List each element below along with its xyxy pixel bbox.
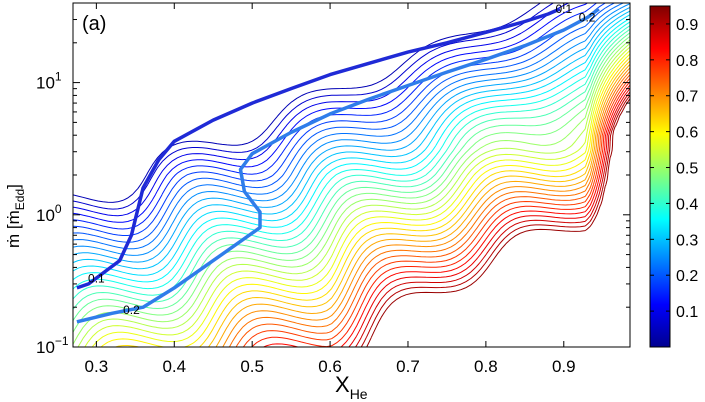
colorbar-tick-label: 0.2 [676,268,698,285]
x-axis-ticks: 0.3 0.4 0.5 0.6 0.7 0.8 0.9 [85,3,576,376]
contour-level-0.475 [73,36,630,333]
contour-label: 0.1 [88,271,105,285]
contour-0.2 [76,7,600,324]
x-tick-label: 0.8 [474,357,498,376]
contour-lines [73,3,630,347]
contour-level-0.775 [242,77,630,347]
colorbar-tick-label: 0.3 [676,232,698,249]
x-tick-label: 0.5 [240,357,264,376]
x-axis-label: XHe [335,372,368,402]
contour-level-0.35 [73,17,630,283]
y-tick-label: 101 [36,70,62,93]
contour-level-0.2 [73,3,615,243]
contour-level-0.375 [73,21,630,290]
contour-level-0.175 [73,3,606,236]
colorbar-tick-label: 0.9 [676,17,698,34]
contour-label: 0.1 [555,2,572,16]
contour-level-0.325 [73,14,630,276]
contour-0.1 [76,7,561,290]
colorbar-tick-label: 0.4 [676,196,698,213]
contour-level-0.425 [73,28,630,310]
contour-level-0.05 [73,3,541,203]
contour-level-0.725 [228,70,630,347]
highlighted-contours [76,7,600,324]
colorbar-tick-label: 0.5 [676,161,698,178]
contour-level-0.45 [73,32,630,321]
colorbar-tick-label: 0.6 [676,125,698,142]
y-tick-label: 100 [36,202,62,225]
y-axis-ticks: 10−1 100 101 [36,2,630,357]
contour-labels: 0.1 0.2 0.1 0.2 [88,2,596,317]
colorbar-tick-label: 0.8 [676,53,698,70]
y-axis-label: ṁ [ṁEdd] [4,184,27,248]
contour-level-0.55 [84,46,630,347]
contour-label: 0.2 [579,11,596,25]
colorbar-tick-label: 0.1 [676,304,698,321]
contour-level-0.825 [263,84,630,347]
contour-level-0.225 [73,3,624,250]
x-tick-label: 0.3 [85,357,109,376]
colorbar-tick-label: 0.7 [676,89,698,106]
contour-level-0.85 [348,88,630,347]
contour-level-0.3 [73,10,630,270]
x-tick-label: 0.9 [552,357,576,376]
x-tick-label: 0.6 [318,357,342,376]
contour-level-0.525 [77,43,630,347]
contour-level-0.075 [73,3,554,210]
contour-level-0.275 [73,6,630,263]
contour-level-0.6 [100,53,630,347]
x-tick-label: 0.4 [162,357,186,376]
panel-label: (a) [82,13,106,35]
contour-label: 0.2 [123,303,140,317]
x-tick-label: 0.7 [396,357,420,376]
contour-level-0.875 [355,91,630,347]
contour-level-0.75 [235,74,630,347]
colorbar-ticks: 0.1 0.2 0.3 0.4 0.5 0.6 0.7 0.8 0.9 [650,17,698,321]
contour-level-0.7 [222,67,630,347]
contour-level-0.1 [73,3,569,217]
colorbar [649,5,671,348]
contour-level-0.675 [215,64,630,347]
contour-level-0.925 [366,98,630,347]
contour-level-0.65 [208,60,630,347]
contour-level-0.5 [73,39,630,345]
y-tick-label: 10−1 [36,334,69,357]
plot-frame [72,2,631,348]
